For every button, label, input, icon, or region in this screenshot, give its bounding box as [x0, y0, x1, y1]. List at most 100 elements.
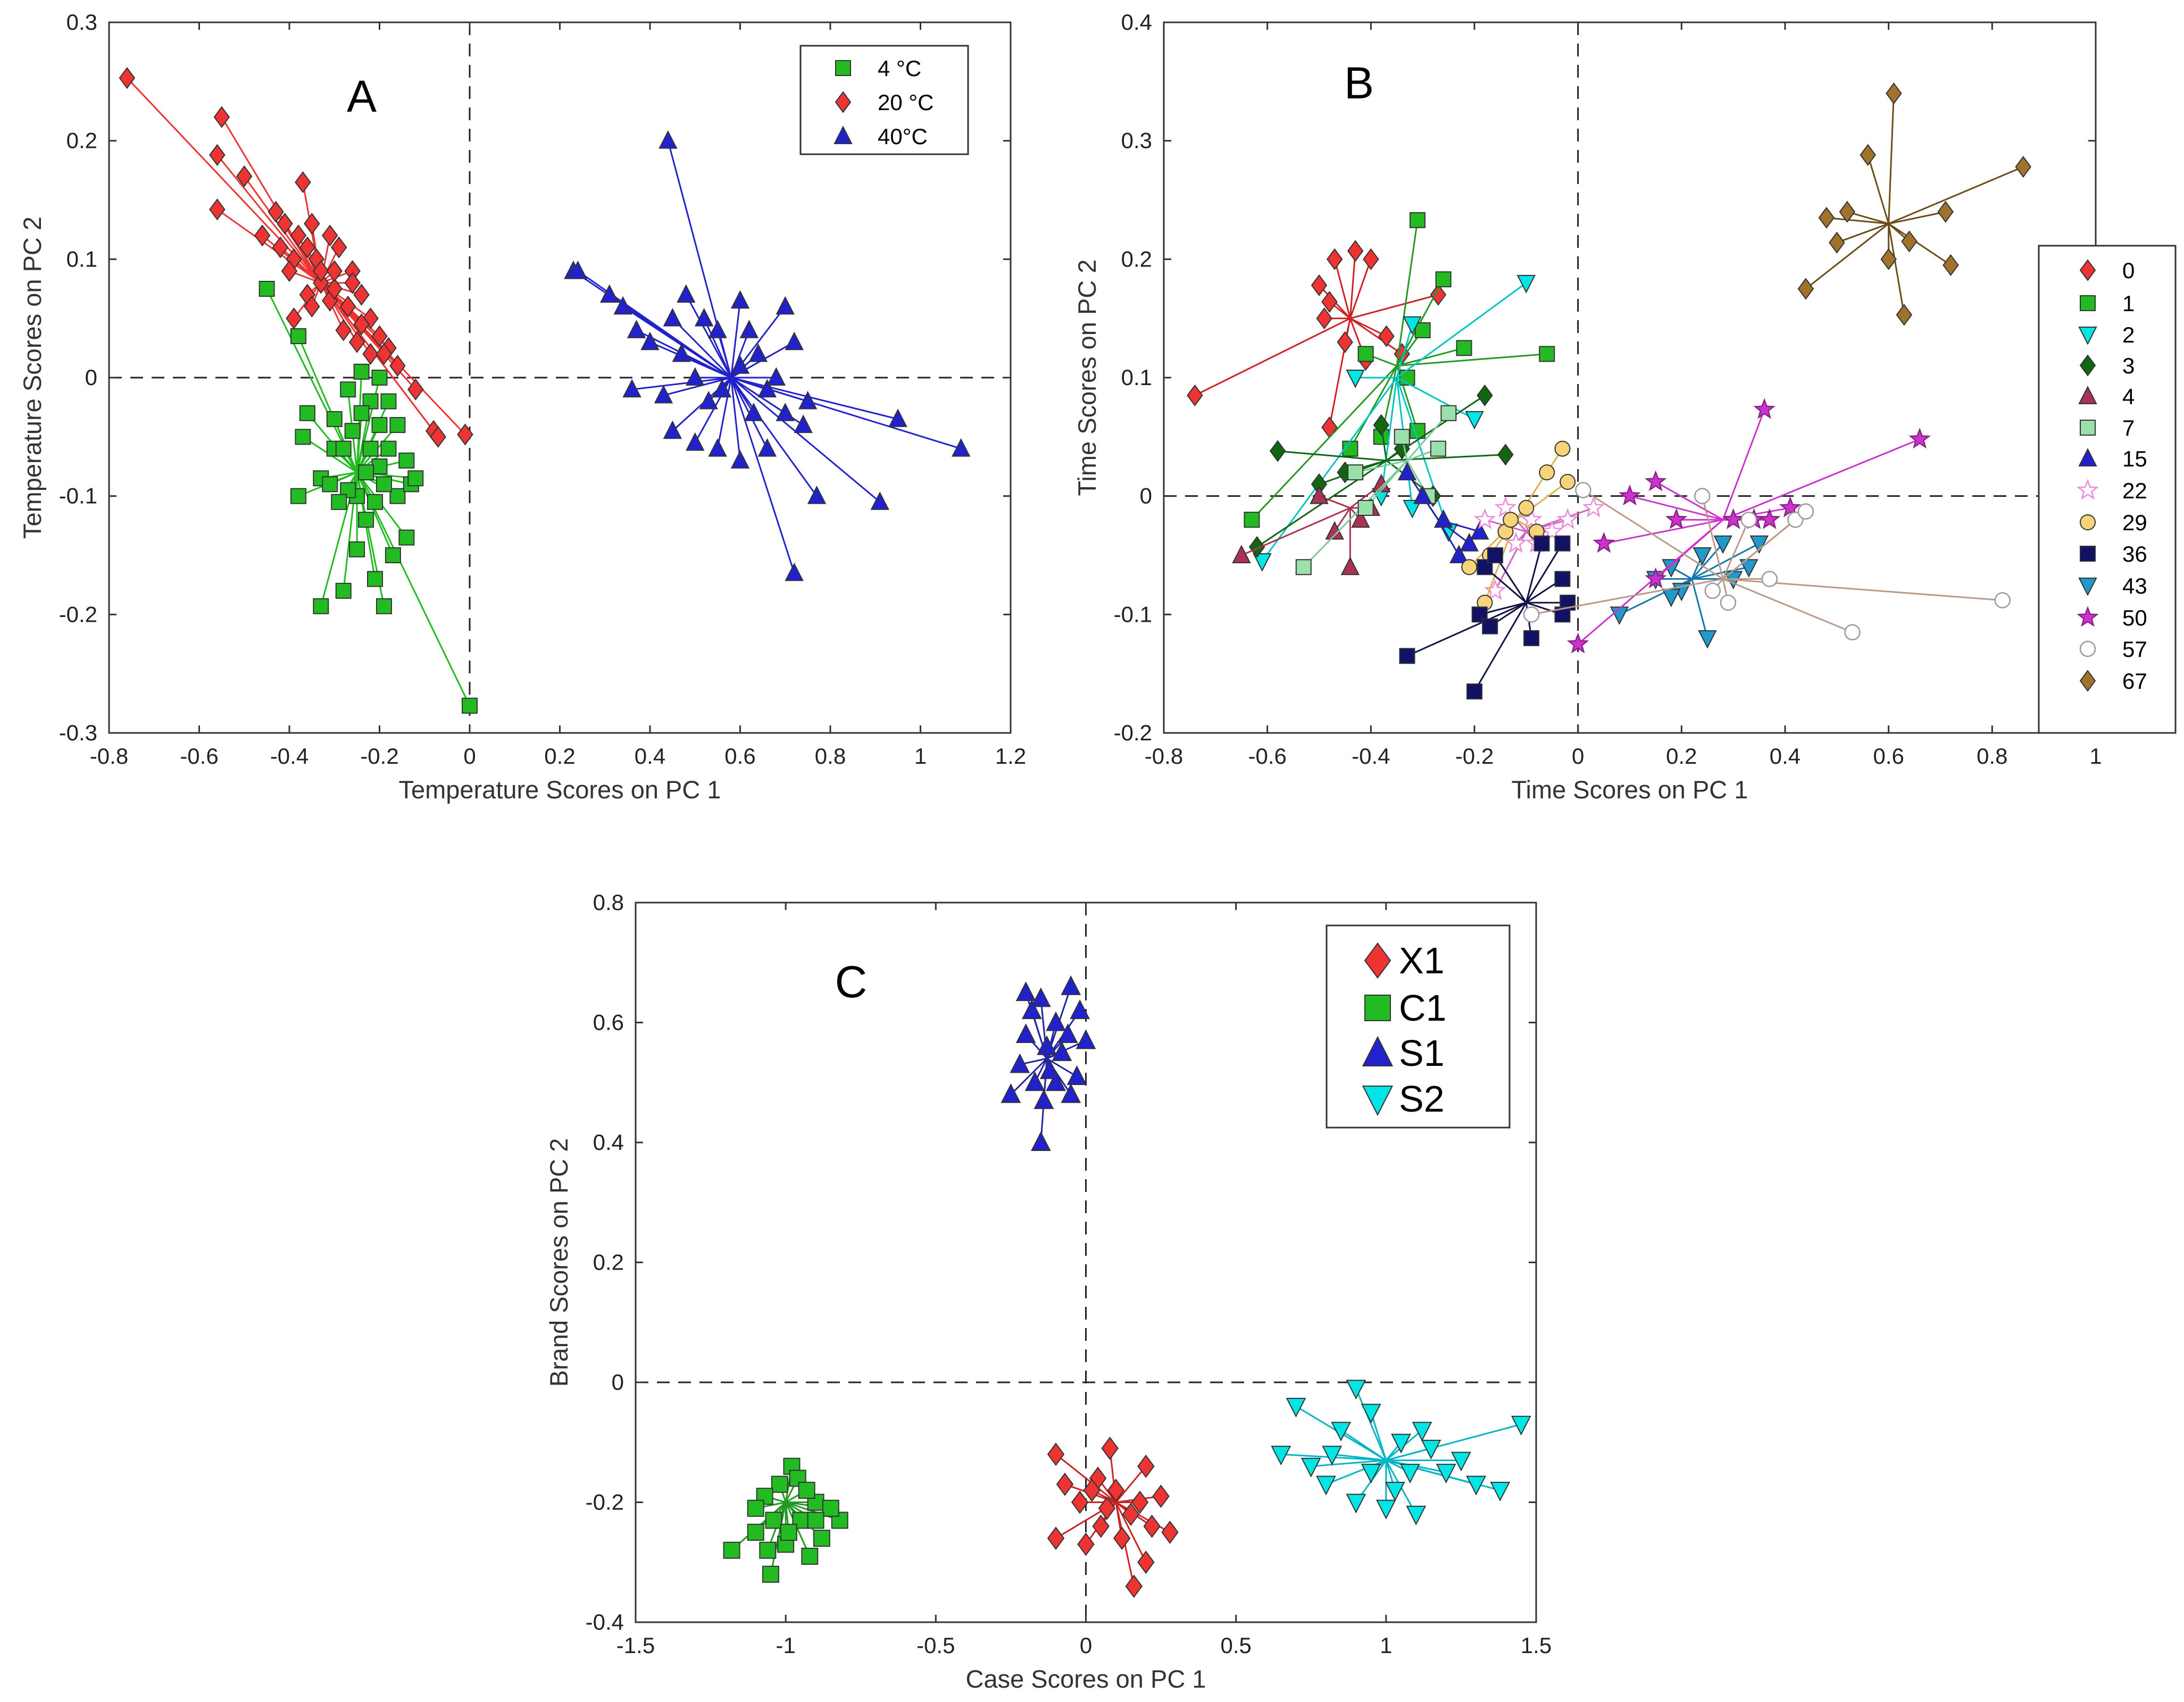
panel-letter: A — [347, 71, 377, 121]
series-A-40C — [564, 130, 971, 581]
x-tick-label: 0.4 — [635, 744, 665, 769]
data-point — [362, 343, 379, 365]
data-point — [783, 1457, 801, 1475]
data-point — [1436, 1464, 1456, 1484]
data-point — [331, 494, 347, 510]
y-tick-label: -0.1 — [1114, 602, 1152, 627]
y-tick-label: 0 — [85, 365, 97, 390]
data-point — [1391, 1433, 1411, 1454]
x-tick-label: 0.6 — [724, 744, 755, 769]
data-point — [353, 313, 370, 336]
leader-line — [672, 318, 732, 379]
data-point — [1896, 304, 1913, 326]
leader-line — [1473, 602, 1527, 692]
data-point — [1137, 1454, 1155, 1478]
data-point — [326, 411, 343, 427]
leader-line — [1888, 93, 1895, 224]
data-point — [1046, 1071, 1066, 1091]
data-point — [1101, 1437, 1119, 1460]
leader-line — [1349, 365, 1398, 449]
series-C-X1 — [1047, 1437, 1179, 1598]
data-point — [1346, 370, 1365, 388]
data-point — [798, 390, 818, 410]
data-point — [1430, 440, 1446, 457]
data-point — [398, 529, 415, 546]
data-point — [1030, 987, 1051, 1007]
leader-line — [1531, 578, 1723, 615]
leader-line — [1055, 1454, 1116, 1503]
legend-label: 3 — [2122, 353, 2135, 378]
data-point — [1187, 384, 1203, 406]
data-point — [1232, 545, 1251, 563]
series-B-15 — [1397, 462, 1489, 563]
leader-line — [1115, 1501, 1171, 1533]
data-point — [794, 414, 813, 433]
series-B-0 — [1187, 240, 1447, 439]
legend-label: S1 — [1399, 1032, 1445, 1074]
data-point — [1722, 508, 1745, 529]
panel-letter: C — [835, 957, 868, 1007]
data-point — [1373, 414, 1390, 436]
y-tick-label: -0.3 — [59, 720, 97, 745]
data-point — [353, 283, 370, 306]
data-point — [1301, 1457, 1321, 1478]
data-point — [1406, 1506, 1427, 1525]
leader-line — [1194, 318, 1351, 396]
leader-line — [1340, 1429, 1387, 1461]
data-point — [389, 417, 406, 433]
data-point — [1037, 1035, 1057, 1055]
plot-frame — [1163, 21, 2097, 734]
x-tick-label: 0.8 — [1977, 744, 2007, 769]
y-tick-label: 0.2 — [1121, 246, 1152, 271]
legend-label: 29 — [2122, 510, 2147, 535]
y-tick-label: 0.3 — [1121, 128, 1152, 153]
leader-line — [685, 294, 732, 378]
data-point — [313, 272, 329, 294]
leader-line — [1350, 294, 1439, 320]
data-point — [1321, 416, 1338, 439]
legend-label: C1 — [1399, 987, 1446, 1029]
data-point — [1582, 496, 1605, 518]
data-point — [1152, 1484, 1170, 1508]
leader-line — [1867, 154, 1890, 224]
data-point — [376, 476, 392, 493]
data-point — [1131, 1490, 1149, 1514]
leader-line — [1278, 450, 1387, 462]
legend-marker — [2079, 354, 2096, 377]
data-point — [1449, 545, 1469, 563]
series-B-3 — [1248, 384, 1514, 558]
data-point — [1077, 1532, 1095, 1556]
legend-label: 20 °C — [878, 90, 934, 115]
data-point — [457, 423, 473, 446]
leader-line — [730, 301, 741, 378]
leader-line — [1526, 543, 1563, 603]
panel-letter: B — [1344, 58, 1374, 108]
legend-label: S2 — [1399, 1078, 1445, 1120]
data-point — [339, 295, 356, 318]
data-point — [1554, 535, 1571, 552]
data-point — [1403, 316, 1422, 335]
x-tick-label: -0.6 — [1248, 744, 1286, 769]
data-point — [1477, 384, 1493, 406]
data-point — [1244, 512, 1260, 528]
data-point — [1316, 307, 1332, 330]
data-point — [1554, 571, 1571, 587]
y-tick-label: 0.1 — [1121, 365, 1152, 390]
data-point — [1047, 1526, 1065, 1550]
data-point — [1061, 1083, 1081, 1103]
data-point — [407, 378, 424, 401]
data-point — [272, 236, 289, 258]
leader-line — [730, 377, 741, 461]
data-point — [1295, 559, 1312, 575]
panel-A: -0.8 -0.6 -0.4 -0.2 0 0.2 0.4 0.6 0.8 1 1.2 -0.3 -0.… — [18, 10, 1026, 804]
leader-line — [1386, 1423, 1522, 1462]
data-point — [1022, 999, 1042, 1019]
data-point — [744, 403, 763, 421]
leader-line — [1888, 166, 2024, 224]
data-point — [1908, 428, 1931, 449]
data-point — [1161, 1520, 1179, 1544]
legend-label: 0 — [2122, 258, 2135, 283]
data-point — [1346, 1494, 1366, 1514]
data-point — [1286, 1398, 1306, 1418]
